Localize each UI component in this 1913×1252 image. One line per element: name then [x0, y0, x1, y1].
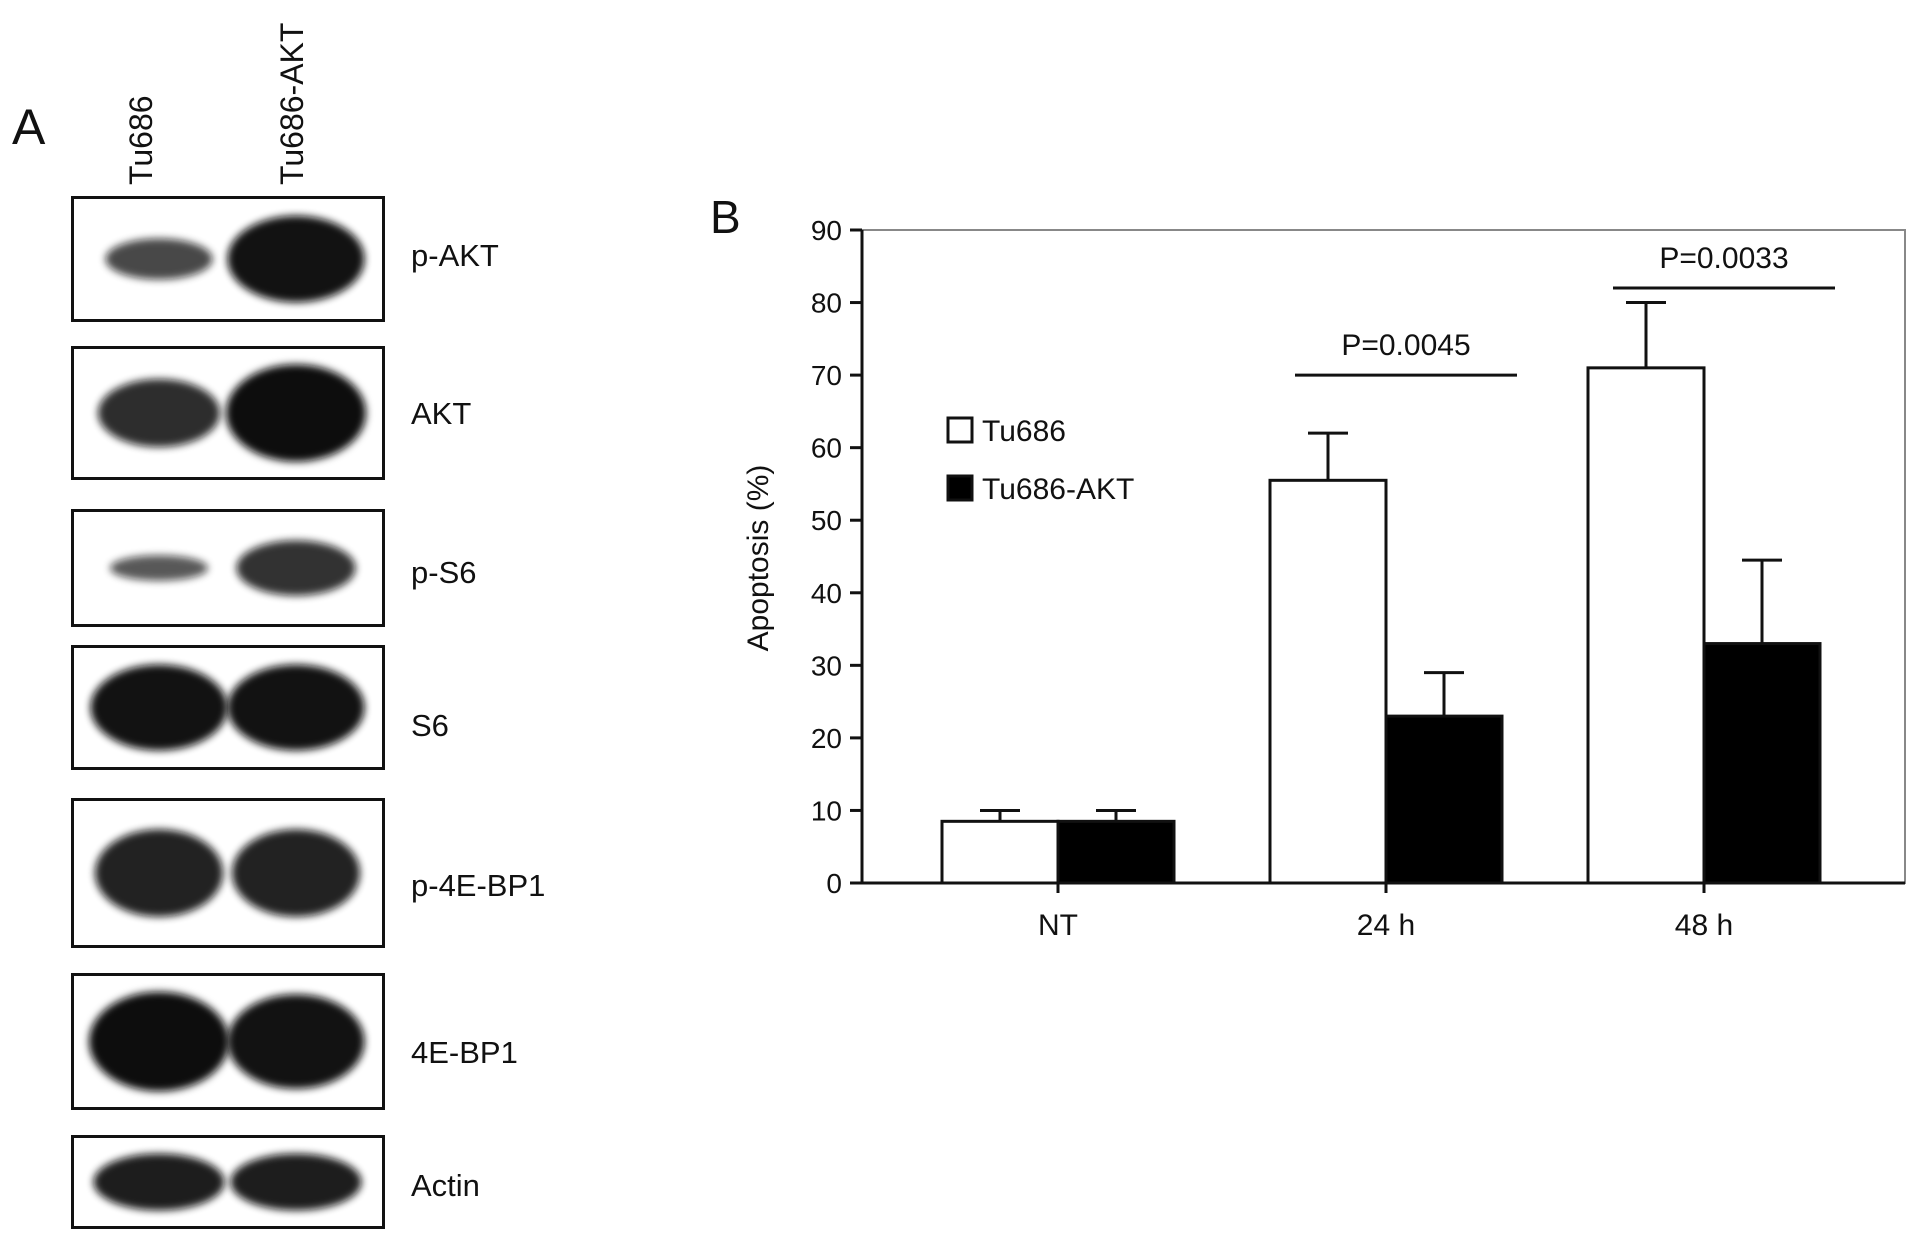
blot-p-4e-bp1	[71, 798, 385, 948]
y-tick-label: 50	[811, 505, 842, 536]
band-tu686	[89, 991, 229, 1092]
blot-p-akt	[71, 196, 385, 322]
blot-label-akt: AKT	[411, 396, 472, 431]
y-tick-label: 70	[811, 360, 842, 391]
bar-tu686-akt	[1384, 714, 1504, 885]
legend-swatch-tu686-akt	[946, 474, 974, 502]
x-tick-label: 48 h	[1675, 909, 1733, 942]
blot-4e-bp1	[71, 973, 385, 1110]
band-tu686	[93, 1153, 225, 1211]
band-tu686	[110, 555, 208, 581]
y-tick-label: 40	[811, 578, 842, 609]
band-tu686-akt	[236, 540, 356, 596]
p-value-label: P=0.0033	[1659, 242, 1788, 275]
blot-akt	[71, 346, 385, 480]
blot-label-p-akt: p-AKT	[411, 238, 499, 273]
band-tu686-akt	[227, 215, 365, 303]
band-tu686	[105, 238, 213, 280]
bar-tu686	[1268, 478, 1388, 885]
band-tu686-akt	[232, 829, 360, 917]
y-tick-label: 80	[811, 288, 842, 319]
y-tick-label: 10	[811, 795, 842, 826]
legend-swatch-tu686	[946, 416, 974, 444]
blot-label-p-4e-bp1: p-4E-BP1	[411, 868, 546, 903]
blot-actin	[71, 1135, 385, 1229]
panel-a-letter: A	[12, 99, 46, 155]
legend-label-tu686: Tu686	[982, 415, 1066, 448]
p-value-label: P=0.0045	[1341, 329, 1470, 362]
blot-label-actin: Actin	[411, 1168, 480, 1203]
panel-b-letter: B	[710, 191, 741, 243]
x-tick-label: NT	[1038, 909, 1078, 942]
y-tick-label: 30	[811, 650, 842, 681]
y-axis-label: Apoptosis (%)	[742, 465, 775, 652]
band-tu686-akt	[227, 664, 365, 751]
x-tick-label: 24 h	[1357, 909, 1415, 942]
band-tu686-akt	[226, 364, 366, 462]
blot-label-p-s6: p-S6	[411, 555, 477, 590]
y-tick-label: 90	[811, 215, 842, 246]
y-tick-label: 0	[826, 868, 842, 899]
blot-label-4e-bp1: 4E-BP1	[411, 1035, 518, 1070]
y-tick-label: 60	[811, 433, 842, 464]
bar-tu686	[1586, 366, 1706, 885]
bar-tu686-akt	[1056, 819, 1176, 885]
bar-tu686-akt	[1702, 642, 1822, 885]
band-tu686	[95, 829, 223, 917]
bar-tu686	[940, 819, 1060, 885]
band-tu686-akt	[230, 1153, 362, 1211]
band-tu686	[98, 378, 220, 448]
band-tu686-akt	[227, 994, 365, 1089]
legend-label-tu686-akt: Tu686-AKT	[982, 473, 1134, 506]
y-tick-label: 20	[811, 723, 842, 754]
band-tu686	[90, 664, 228, 751]
blot-p-s6	[71, 509, 385, 627]
blot-s6	[71, 645, 385, 770]
blot-label-s6: S6	[411, 708, 449, 743]
